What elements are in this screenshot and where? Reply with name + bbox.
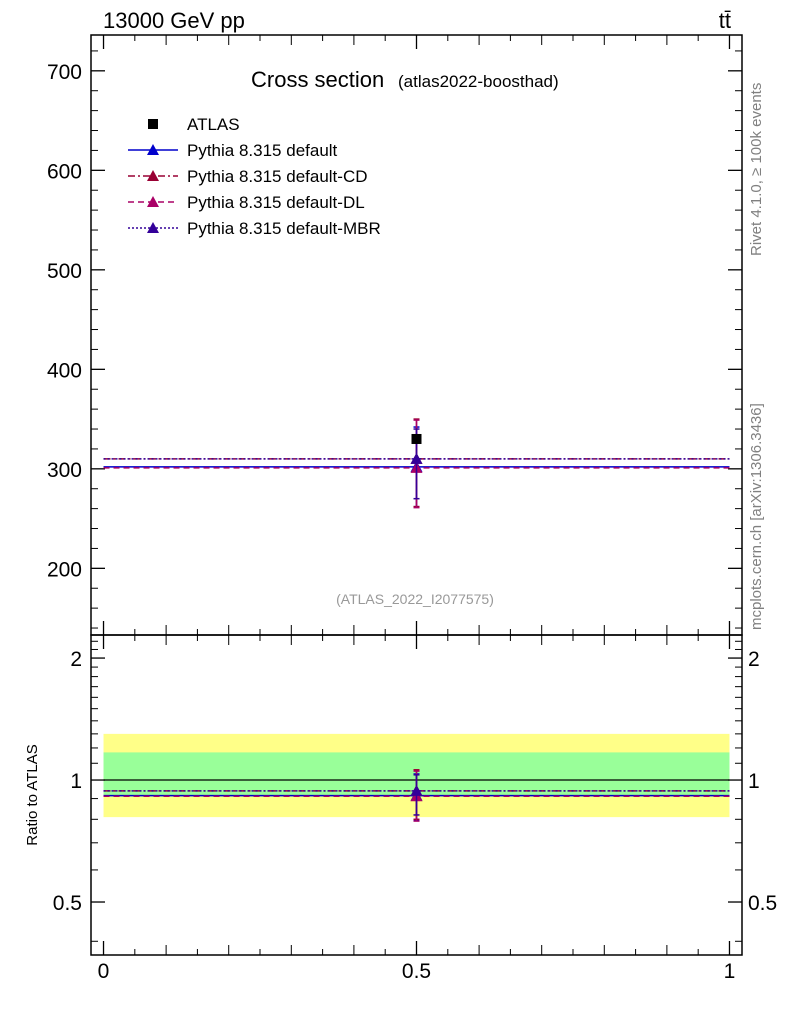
x-tick-label: 0.5	[402, 960, 431, 983]
legend: ATLAS Pythia 8.315 default Pythia 8.315 de…	[128, 115, 381, 238]
rivet-version-label: Rivet 4.1.0, ≥ 100k events	[748, 83, 765, 256]
legend-atlas-marker	[148, 119, 158, 129]
ratio-y-tick-label-right: 1	[748, 770, 760, 793]
legend-label: Pythia 8.315 default-CD	[187, 167, 368, 186]
legend-entry: Pythia 8.315 default-DL	[128, 193, 365, 212]
legend-triangle-marker	[147, 144, 159, 155]
main-y-tick-label: 600	[47, 160, 82, 183]
legend-label: Pythia 8.315 default	[187, 141, 338, 160]
ratio-y-tick-label: 1	[70, 770, 82, 793]
main-series	[103, 418, 730, 509]
legend-entry: Pythia 8.315 default-MBR	[128, 219, 381, 238]
energy-label: 13000 GeV pp	[103, 8, 245, 33]
ratio-y-tick-label-right: 0.5	[748, 892, 777, 915]
legend-label: ATLAS	[187, 115, 240, 134]
atlas-data-point	[411, 433, 422, 444]
legend-label: Pythia 8.315 default-DL	[187, 193, 365, 212]
main-y-tick-label: 200	[47, 558, 82, 581]
main-y-tick-label: 500	[47, 260, 82, 283]
x-tick-label: 0	[98, 960, 110, 983]
mcplots-label: mcplots.cern.ch [arXiv:1306.3436]	[748, 403, 765, 630]
main-y-tick-label: 300	[47, 459, 82, 482]
x-tick-label: 1	[724, 960, 736, 983]
ratio-ylabel: Ratio to ATLAS	[24, 744, 41, 845]
ratio-series-marker	[410, 784, 423, 796]
ratio-y-tick-label: 2	[70, 648, 82, 671]
legend-entry: ATLAS	[148, 115, 240, 134]
ratio-series	[103, 769, 730, 822]
main-y-tick-label: 400	[47, 359, 82, 382]
main-subtitle: (atlas2022-boosthad)	[398, 72, 559, 91]
ratio-y-tick-label-right: 2	[748, 648, 760, 671]
legend-triangle-marker	[147, 196, 159, 207]
ratio-y-ticks: 0.5 0.5 1 1 2 2	[53, 640, 777, 942]
legend-entry: Pythia 8.315 default	[128, 141, 338, 160]
main-series-marker	[410, 452, 423, 464]
x-ticks: 0 0.5 1	[98, 35, 736, 983]
legend-label: Pythia 8.315 default-MBR	[187, 219, 381, 238]
legend-triangle-marker	[147, 222, 159, 233]
ratio-y-tick-label: 0.5	[53, 892, 82, 915]
legend-triangle-marker	[147, 170, 159, 181]
main-title: Cross section	[251, 67, 384, 92]
main-panel: 200 300 400 500 600 700 Cross section (atlas2…	[47, 34, 743, 636]
legend-entry: Pythia 8.315 default-CD	[128, 167, 368, 186]
process-label: tt̄	[719, 8, 731, 33]
main-y-tick-label: 700	[47, 61, 82, 84]
ratio-series-pythia-8-315-default-mbr	[103, 774, 730, 816]
analysis-watermark: (ATLAS_2022_I2077575)	[336, 591, 494, 607]
main-y-ticks: 200 300 400 500 600 700	[47, 50, 742, 629]
ratio-panel: 0.5 0.51 12 2 0 0.5 1 Ratio to ATLAS	[24, 35, 777, 983]
